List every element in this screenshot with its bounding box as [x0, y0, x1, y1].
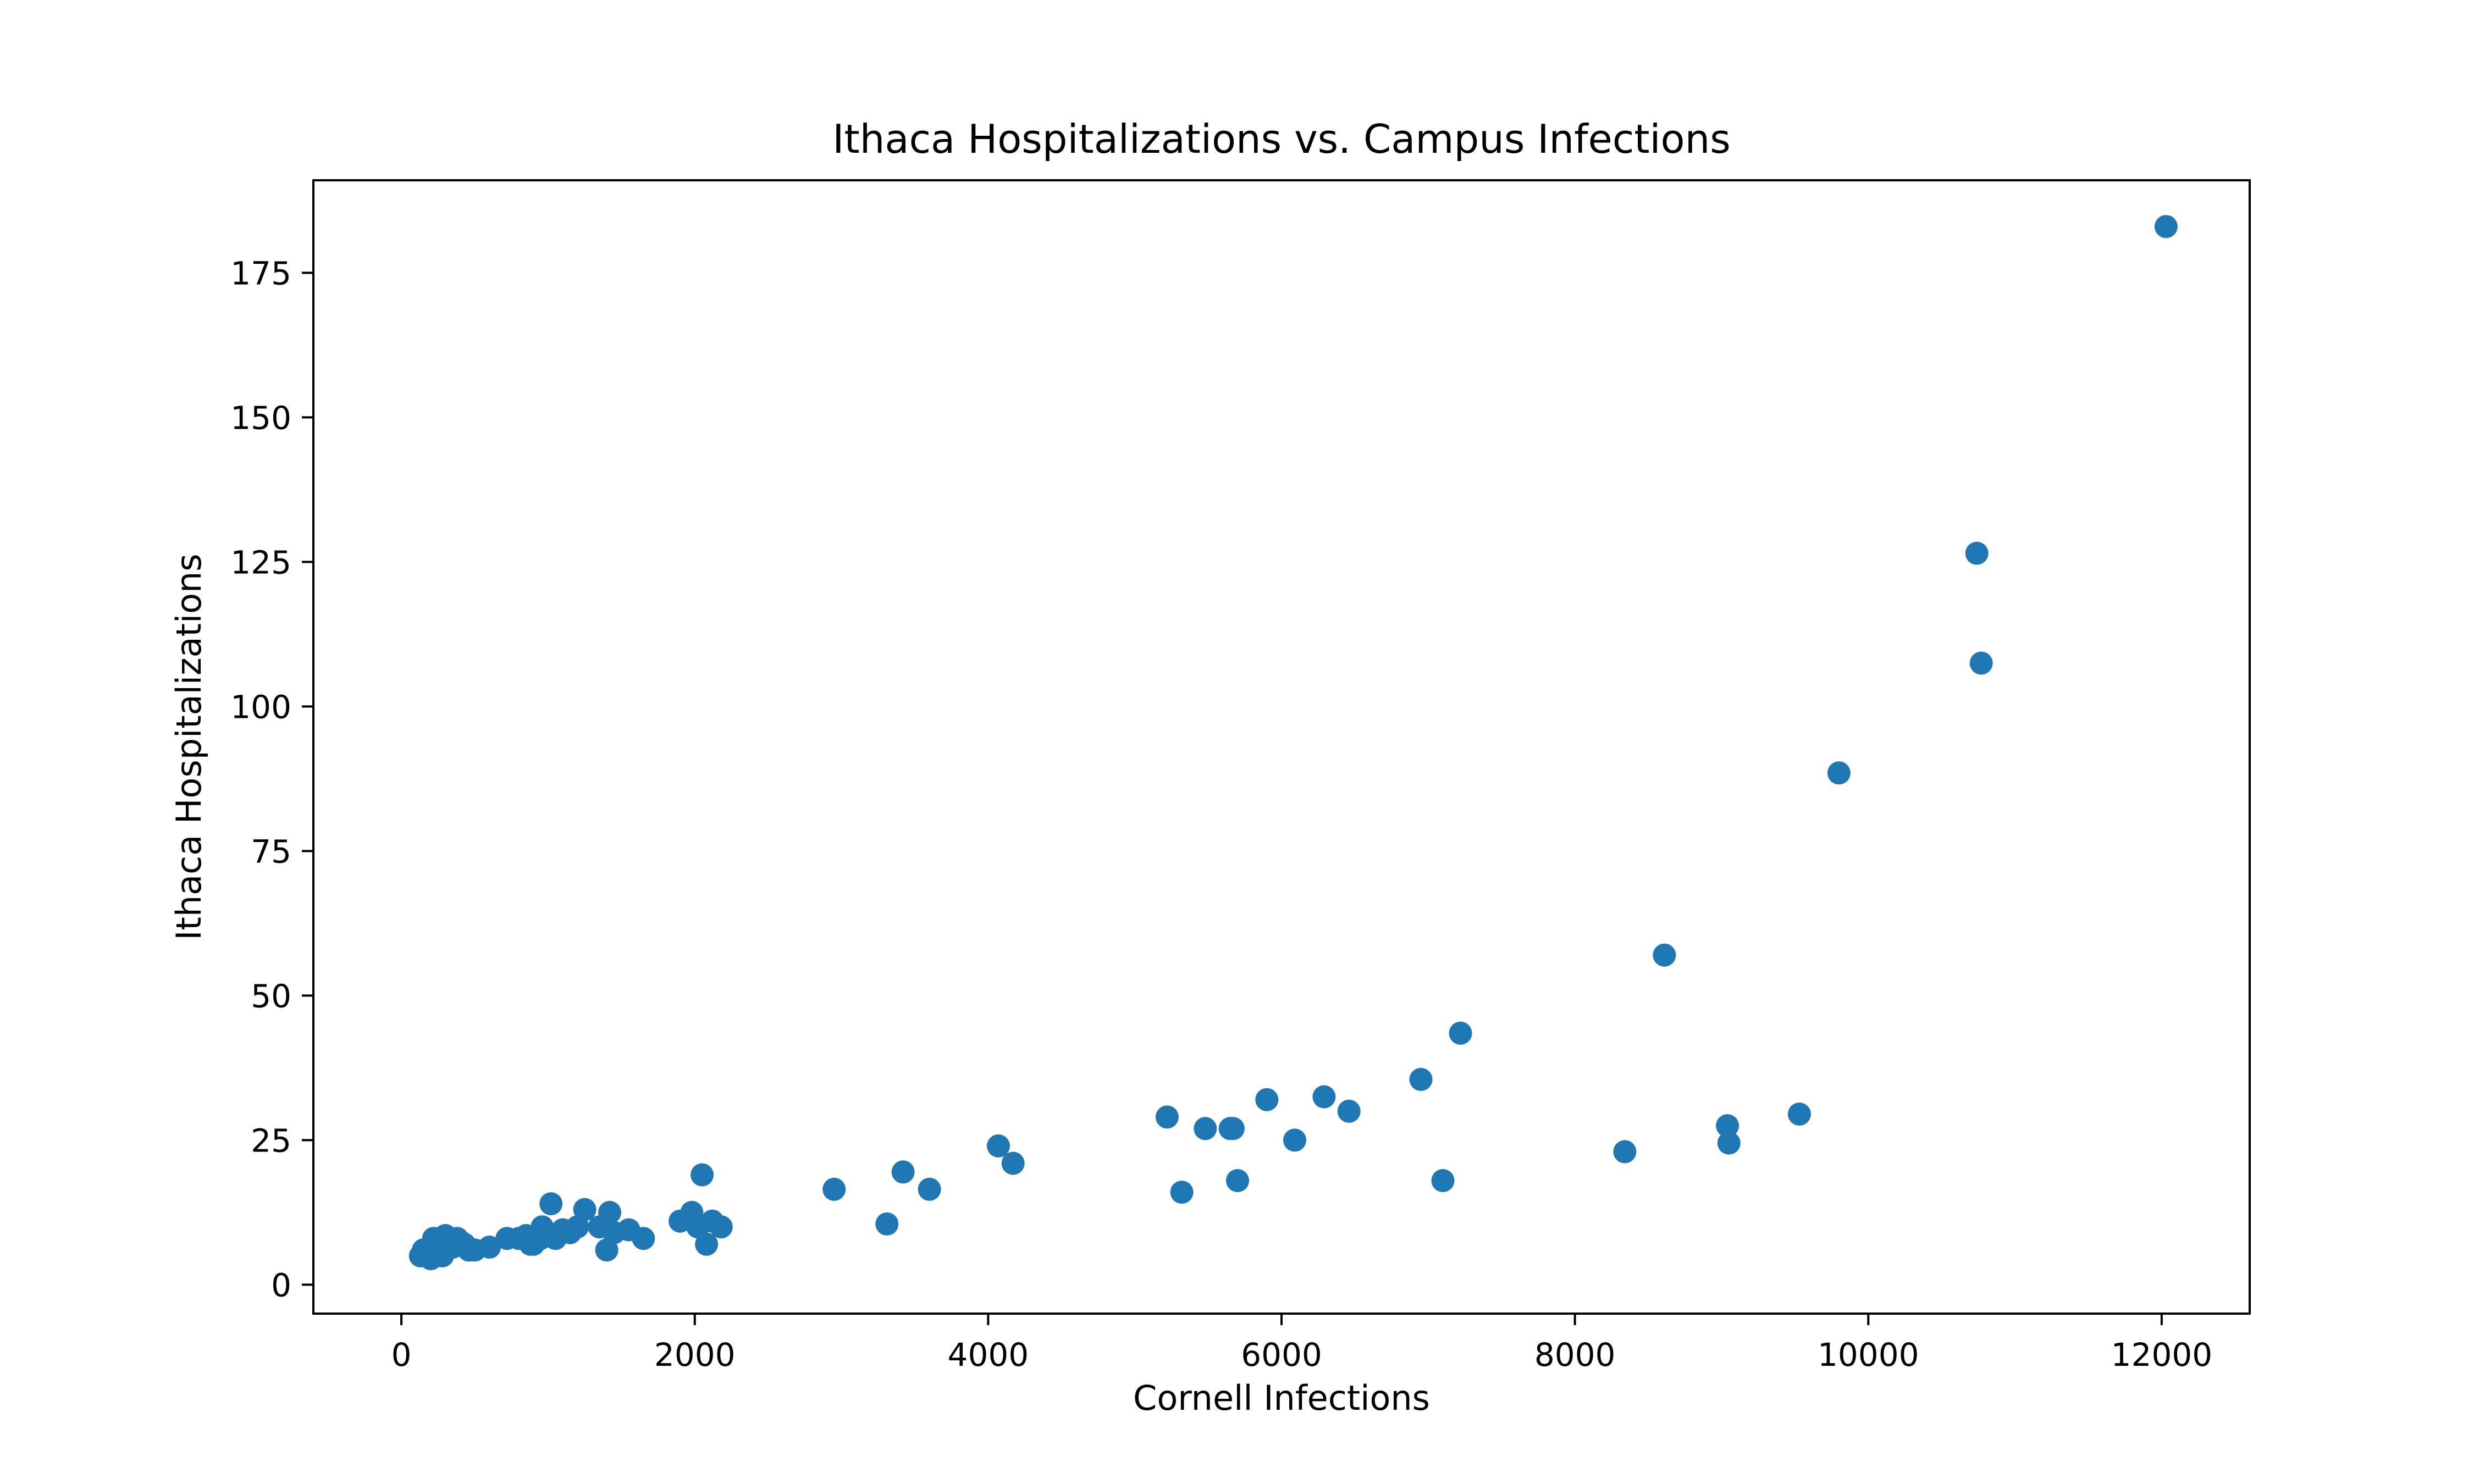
data-point — [632, 1227, 655, 1250]
x-tick-label: 12000 — [2111, 1336, 2213, 1374]
data-point — [1717, 1131, 1741, 1155]
x-tick-label: 6000 — [1241, 1336, 1322, 1374]
data-point — [691, 1163, 714, 1187]
data-point — [478, 1236, 501, 1259]
data-point — [875, 1212, 899, 1236]
data-point — [2154, 215, 2178, 239]
data-point — [539, 1192, 563, 1216]
data-point — [695, 1232, 719, 1256]
y-tick-label: 150 — [230, 399, 291, 436]
data-point — [1787, 1103, 1811, 1126]
y-tick-label: 75 — [251, 833, 291, 870]
data-point — [1226, 1169, 1249, 1192]
y-tick-label: 100 — [230, 688, 291, 726]
data-point — [598, 1200, 621, 1224]
y-tick-label: 0 — [271, 1266, 291, 1304]
data-point — [1827, 761, 1851, 785]
y-axis-ticks: 0 25 50 75 100 125 150 175 — [230, 254, 313, 1304]
chart-title: Ithaca Hospitalizations vs. Campus Infec… — [832, 116, 1731, 162]
y-axis-label: Ithaca Hospitalizations — [169, 553, 209, 940]
data-point — [709, 1215, 733, 1239]
x-axis-ticks: 0 2000 4000 6000 8000 10000 12000 — [391, 1314, 2213, 1374]
data-point — [1431, 1169, 1455, 1192]
data-point — [987, 1134, 1010, 1158]
data-point — [566, 1215, 589, 1239]
data-point — [573, 1198, 597, 1221]
y-tick-label: 50 — [251, 977, 291, 1015]
x-tick-label: 0 — [391, 1336, 412, 1374]
data-point — [1449, 1021, 1472, 1045]
x-axis-label: Cornell Infections — [1133, 1378, 1430, 1418]
data-point — [1170, 1181, 1194, 1204]
data-point — [1409, 1067, 1433, 1091]
data-point — [1969, 651, 1993, 675]
data-point — [1155, 1105, 1179, 1129]
x-tick-label: 8000 — [1534, 1336, 1616, 1374]
data-point — [822, 1177, 846, 1201]
data-point — [891, 1160, 915, 1184]
data-point — [1613, 1140, 1637, 1164]
data-point — [918, 1177, 941, 1201]
y-tick-label: 125 — [230, 544, 291, 581]
data-point — [1337, 1099, 1361, 1123]
y-tick-label: 175 — [230, 254, 291, 292]
data-point — [1312, 1085, 1336, 1109]
data-point — [1283, 1128, 1306, 1152]
data-point — [1965, 541, 1989, 565]
x-tick-label: 4000 — [948, 1336, 1029, 1374]
data-point — [1716, 1114, 1739, 1138]
data-point — [595, 1238, 618, 1262]
data-point — [1221, 1117, 1245, 1140]
x-tick-label: 10000 — [1818, 1336, 1919, 1374]
data-point — [1001, 1151, 1025, 1175]
data-point — [1653, 943, 1676, 967]
data-point — [1194, 1117, 1217, 1140]
y-tick-label: 25 — [251, 1122, 291, 1159]
data-point — [1255, 1088, 1279, 1111]
data-points — [408, 215, 2178, 1271]
x-tick-label: 2000 — [654, 1336, 736, 1374]
